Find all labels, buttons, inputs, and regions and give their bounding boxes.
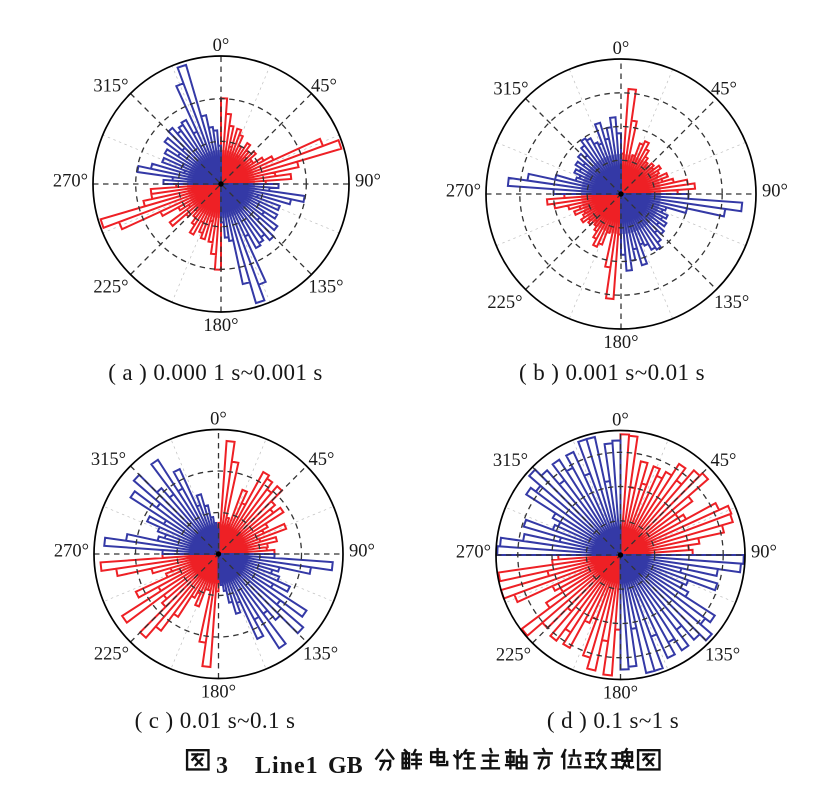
svg-text:180°: 180° (603, 333, 638, 353)
svg-text:225°: 225° (94, 645, 129, 665)
svg-text:3: 3 (216, 753, 228, 779)
svg-text:Line1: Line1 (255, 753, 319, 779)
svg-text:315°: 315° (493, 451, 528, 471)
svg-text:90°: 90° (355, 172, 381, 192)
svg-text:315°: 315° (93, 77, 128, 97)
svg-text:45°: 45° (711, 80, 737, 100)
svg-text:270°: 270° (54, 542, 89, 562)
svg-text:180°: 180° (603, 684, 638, 704)
svg-text:135°: 135° (308, 277, 343, 297)
svg-text:90°: 90° (762, 182, 788, 202)
svg-text:45°: 45° (311, 77, 337, 97)
svg-text:90°: 90° (751, 543, 777, 563)
svg-text:0°: 0° (213, 36, 230, 56)
svg-text:135°: 135° (303, 645, 338, 665)
svg-text:315°: 315° (91, 450, 126, 470)
svg-text:270°: 270° (53, 172, 88, 192)
svg-text:0°: 0° (612, 411, 629, 431)
svg-text:225°: 225° (93, 277, 128, 297)
svg-text:135°: 135° (714, 293, 749, 313)
svg-text:135°: 135° (705, 646, 740, 666)
svg-text:45°: 45° (711, 451, 737, 471)
svg-text:180°: 180° (203, 316, 238, 336)
svg-text:( d ) 0.1 s~1 s: ( d ) 0.1 s~1 s (547, 708, 679, 733)
svg-text:180°: 180° (201, 683, 236, 703)
svg-text:0°: 0° (210, 410, 227, 430)
svg-text:GB: GB (328, 753, 363, 779)
svg-text:( c ) 0.01 s~0.1 s: ( c ) 0.01 s~0.1 s (135, 708, 296, 733)
svg-text:0°: 0° (613, 39, 630, 59)
svg-text:90°: 90° (349, 542, 375, 562)
svg-text:315°: 315° (493, 80, 528, 100)
svg-text:270°: 270° (456, 543, 491, 563)
svg-text:( a ) 0.000 1 s~0.001 s: ( a ) 0.000 1 s~0.001 s (108, 360, 323, 385)
svg-text:225°: 225° (496, 646, 531, 666)
svg-text:225°: 225° (487, 293, 522, 313)
svg-text:( b ) 0.001 s~0.01 s: ( b ) 0.001 s~0.01 s (519, 360, 705, 385)
svg-text:45°: 45° (309, 450, 335, 470)
svg-text:270°: 270° (446, 182, 481, 202)
